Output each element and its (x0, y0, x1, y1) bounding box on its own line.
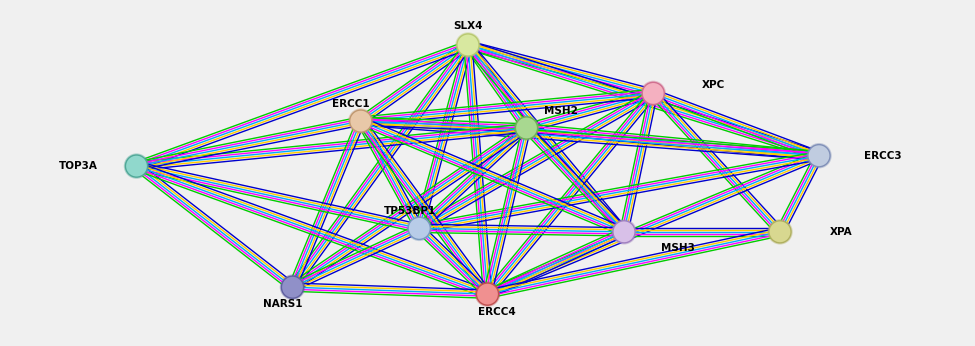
Circle shape (643, 82, 664, 104)
Circle shape (457, 34, 479, 56)
Circle shape (611, 219, 637, 245)
Circle shape (769, 221, 791, 243)
Circle shape (613, 221, 635, 243)
Circle shape (477, 283, 498, 305)
Circle shape (514, 115, 539, 141)
Circle shape (280, 274, 305, 300)
Text: MSH3: MSH3 (661, 244, 694, 253)
Circle shape (126, 155, 147, 177)
Circle shape (409, 217, 430, 239)
Text: XPC: XPC (702, 80, 725, 90)
Circle shape (124, 153, 149, 179)
Circle shape (641, 81, 666, 106)
Text: SLX4: SLX4 (453, 21, 483, 31)
Text: ERCC3: ERCC3 (864, 151, 901, 161)
Circle shape (808, 145, 830, 167)
Circle shape (407, 216, 432, 241)
Text: MSH2: MSH2 (544, 106, 577, 116)
Circle shape (767, 219, 793, 245)
Circle shape (455, 32, 481, 58)
Text: XPA: XPA (830, 227, 853, 237)
Text: ERCC1: ERCC1 (332, 99, 370, 109)
Circle shape (806, 143, 832, 169)
Circle shape (516, 117, 537, 139)
Text: NARS1: NARS1 (263, 300, 302, 309)
Text: ERCC4: ERCC4 (479, 307, 516, 317)
Text: TP53BP1: TP53BP1 (383, 206, 436, 216)
Text: TOP3A: TOP3A (58, 161, 98, 171)
Circle shape (475, 281, 500, 307)
Circle shape (348, 108, 373, 134)
Circle shape (350, 110, 371, 132)
Circle shape (282, 276, 303, 298)
